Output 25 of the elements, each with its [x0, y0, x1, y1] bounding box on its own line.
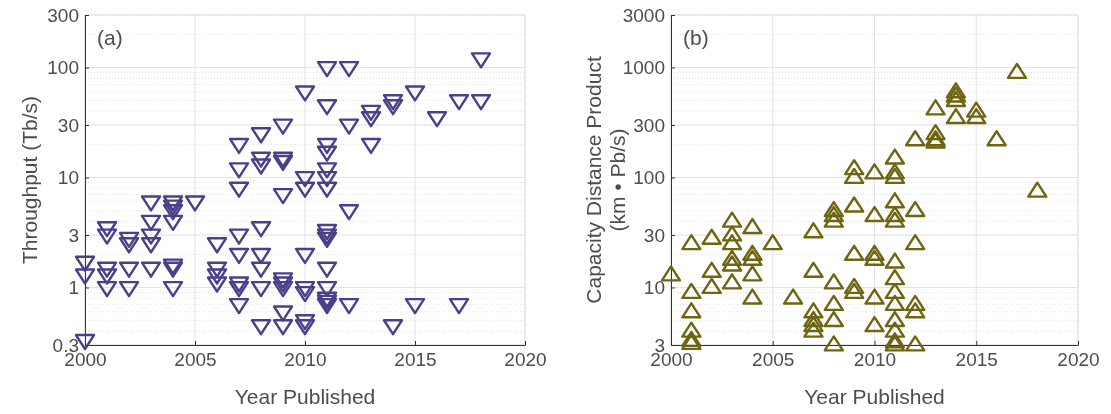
y-tick-label: 100 — [633, 167, 665, 189]
y-tick-label: 1 — [68, 277, 79, 299]
y-tick-label: 30 — [643, 224, 665, 246]
y-axis-title: Throughput (Tb/s) — [18, 95, 41, 265]
y-tick-label: 100 — [47, 57, 79, 79]
x-tick-label: 2020 — [504, 349, 547, 371]
y-tick-label: 3 — [68, 224, 79, 246]
y-tick-label: 3000 — [622, 4, 665, 26]
y-tick-label: 30 — [57, 114, 79, 136]
x-axis-title: Year Published — [804, 385, 945, 408]
x-tick-label: 2015 — [394, 349, 437, 371]
y-tick-label: 300 — [47, 4, 79, 26]
x-tick-label: 2005 — [752, 349, 795, 371]
annotation: (b) — [683, 26, 709, 49]
x-tick-label: 2010 — [853, 349, 897, 371]
y-tick-label: 300 — [633, 114, 665, 136]
y-tick-label: 10 — [643, 277, 665, 299]
x-tick-label: 2015 — [955, 349, 998, 371]
annotation: (a) — [97, 26, 123, 49]
x-tick-label: 2020 — [1057, 349, 1100, 371]
y-tick-label: 1000 — [622, 57, 665, 79]
x-axis-title: Year Published — [234, 385, 376, 408]
y-tick-label: 10 — [57, 167, 79, 189]
x-tick-label: 2010 — [284, 349, 327, 371]
x-tick-label: 2005 — [174, 349, 217, 371]
